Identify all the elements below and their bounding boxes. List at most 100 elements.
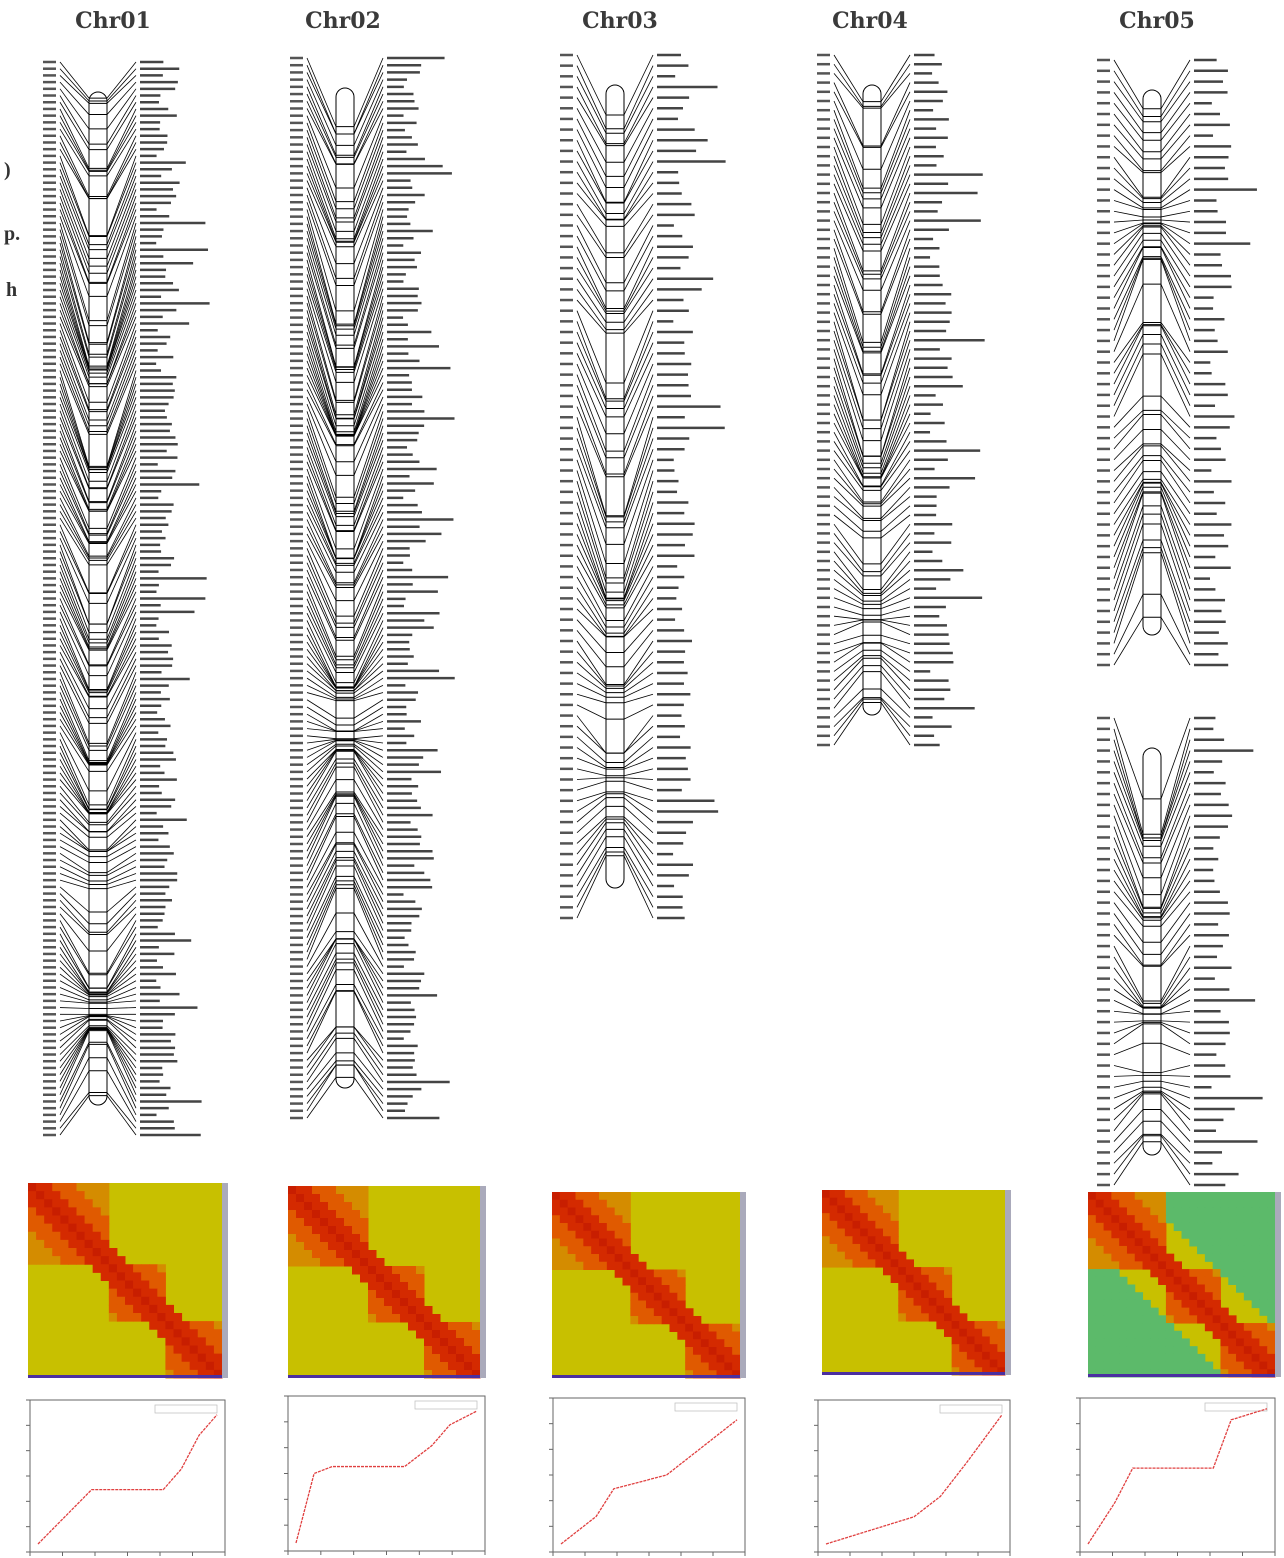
heatmap-cell xyxy=(1143,1238,1151,1246)
heatmap-cell xyxy=(1252,1200,1260,1208)
heatmap-cell xyxy=(1096,1346,1104,1354)
heatmap-cell xyxy=(568,1208,576,1216)
heatmap-cell xyxy=(288,1234,297,1243)
heatmap-cell xyxy=(959,1329,967,1337)
heatmap-cell xyxy=(1252,1362,1260,1370)
heatmap-cell xyxy=(875,1198,883,1206)
heatmap-cell xyxy=(52,1248,61,1257)
heatmap-cell xyxy=(408,1322,417,1331)
connector xyxy=(834,622,863,635)
connector xyxy=(1114,1022,1143,1033)
heatmap-cell xyxy=(1127,1223,1135,1231)
connector xyxy=(624,183,653,220)
connector xyxy=(624,140,653,202)
heatmap-cell xyxy=(576,1239,584,1247)
heatmap-cell xyxy=(214,1354,223,1363)
connector xyxy=(107,820,136,850)
heatmap-cell xyxy=(1166,1261,1174,1269)
heatmap-cell xyxy=(607,1192,615,1200)
heatmap-cell xyxy=(929,1313,937,1321)
connector xyxy=(1114,224,1143,244)
heatmap-cell xyxy=(1088,1362,1096,1370)
heatmap-cell xyxy=(1267,1346,1275,1354)
heatmap-cell xyxy=(376,1258,385,1267)
heatmap-cell xyxy=(28,1207,37,1216)
heatmap-cell xyxy=(860,1190,868,1198)
heatmap-cell xyxy=(344,1194,353,1203)
heatmap-cell xyxy=(883,1244,891,1252)
connector xyxy=(1161,414,1190,448)
heatmap-cell xyxy=(1150,1261,1158,1269)
heatmap-cell xyxy=(336,1194,345,1203)
heatmap-cell xyxy=(360,1250,369,1259)
connector xyxy=(577,856,606,918)
heatmap-cell xyxy=(1174,1300,1182,1308)
heatmap-cell xyxy=(997,1336,1005,1344)
connector xyxy=(107,880,136,888)
heatmap-cell xyxy=(77,1224,86,1233)
connector xyxy=(107,947,136,992)
connector xyxy=(834,616,863,619)
heatmap-cell xyxy=(1213,1261,1221,1269)
heatmap-cell xyxy=(630,1262,638,1270)
connector xyxy=(107,156,136,236)
heatmap-cell xyxy=(701,1363,709,1371)
heatmap-cell xyxy=(967,1329,975,1337)
heatmap-cell xyxy=(214,1346,223,1355)
connector xyxy=(624,311,653,383)
heatmap-cell xyxy=(408,1282,417,1291)
heatmap-cell xyxy=(77,1256,86,1265)
heatmap-cell xyxy=(392,1274,401,1283)
heatmap-cell xyxy=(93,1191,102,1200)
heatmap-cell xyxy=(28,1199,37,1208)
heatmap-cell xyxy=(1127,1215,1135,1223)
heatmap-cell xyxy=(400,1314,409,1323)
heatmap-cell xyxy=(1182,1308,1190,1316)
heatmap-cell xyxy=(914,1283,922,1291)
heatmap-cell xyxy=(944,1321,952,1329)
heatmap-cell xyxy=(376,1306,385,1315)
heatmap-cell xyxy=(312,1250,321,1259)
connector xyxy=(1161,548,1190,633)
heatmap-cell xyxy=(560,1231,568,1239)
heatmap-cell xyxy=(1228,1277,1236,1285)
heatmap-cell xyxy=(1111,1285,1119,1293)
heatmap-cell xyxy=(638,1270,646,1278)
edge-fragment: p. xyxy=(4,223,20,245)
heatmap-cell xyxy=(990,1360,998,1368)
heatmap-cell xyxy=(1259,1346,1267,1354)
heatmap-cell xyxy=(1096,1207,1104,1215)
connector xyxy=(624,524,653,599)
connector xyxy=(834,598,863,609)
connector xyxy=(1114,103,1143,140)
heatmap-cell xyxy=(1213,1223,1221,1231)
heatmap-cell xyxy=(670,1316,678,1324)
heatmap-cell xyxy=(1220,1261,1228,1269)
heatmap-cell xyxy=(822,1252,830,1260)
heatmap-cell xyxy=(1267,1207,1275,1215)
heatmap-cell xyxy=(296,1258,305,1267)
heatmap-cell xyxy=(1197,1300,1205,1308)
connector xyxy=(1114,396,1143,427)
heatmap-cell xyxy=(662,1270,670,1278)
heatmap-cell xyxy=(424,1346,433,1355)
heatmap-cell xyxy=(190,1362,199,1371)
connector xyxy=(1161,913,1190,954)
heatmap-cell xyxy=(36,1248,45,1257)
heatmap-cell xyxy=(1205,1285,1213,1293)
heatmap-cell xyxy=(1236,1231,1244,1239)
heatmap-cell xyxy=(77,1191,86,1200)
heatmap-cell xyxy=(28,1216,37,1225)
heatmap-cell xyxy=(109,1281,118,1290)
heatmap-cell xyxy=(1213,1246,1221,1254)
heatmap-cell xyxy=(1119,1338,1127,1346)
connector xyxy=(60,109,89,168)
heatmap-cell xyxy=(685,1363,693,1371)
heatmap-cell xyxy=(898,1275,906,1283)
connector xyxy=(624,257,653,311)
heatmap-cell xyxy=(967,1336,975,1344)
heatmap-cell xyxy=(1228,1269,1236,1277)
heatmap-cell xyxy=(717,1355,725,1363)
heatmap-cell xyxy=(141,1313,150,1322)
heatmap-cell xyxy=(1158,1207,1166,1215)
